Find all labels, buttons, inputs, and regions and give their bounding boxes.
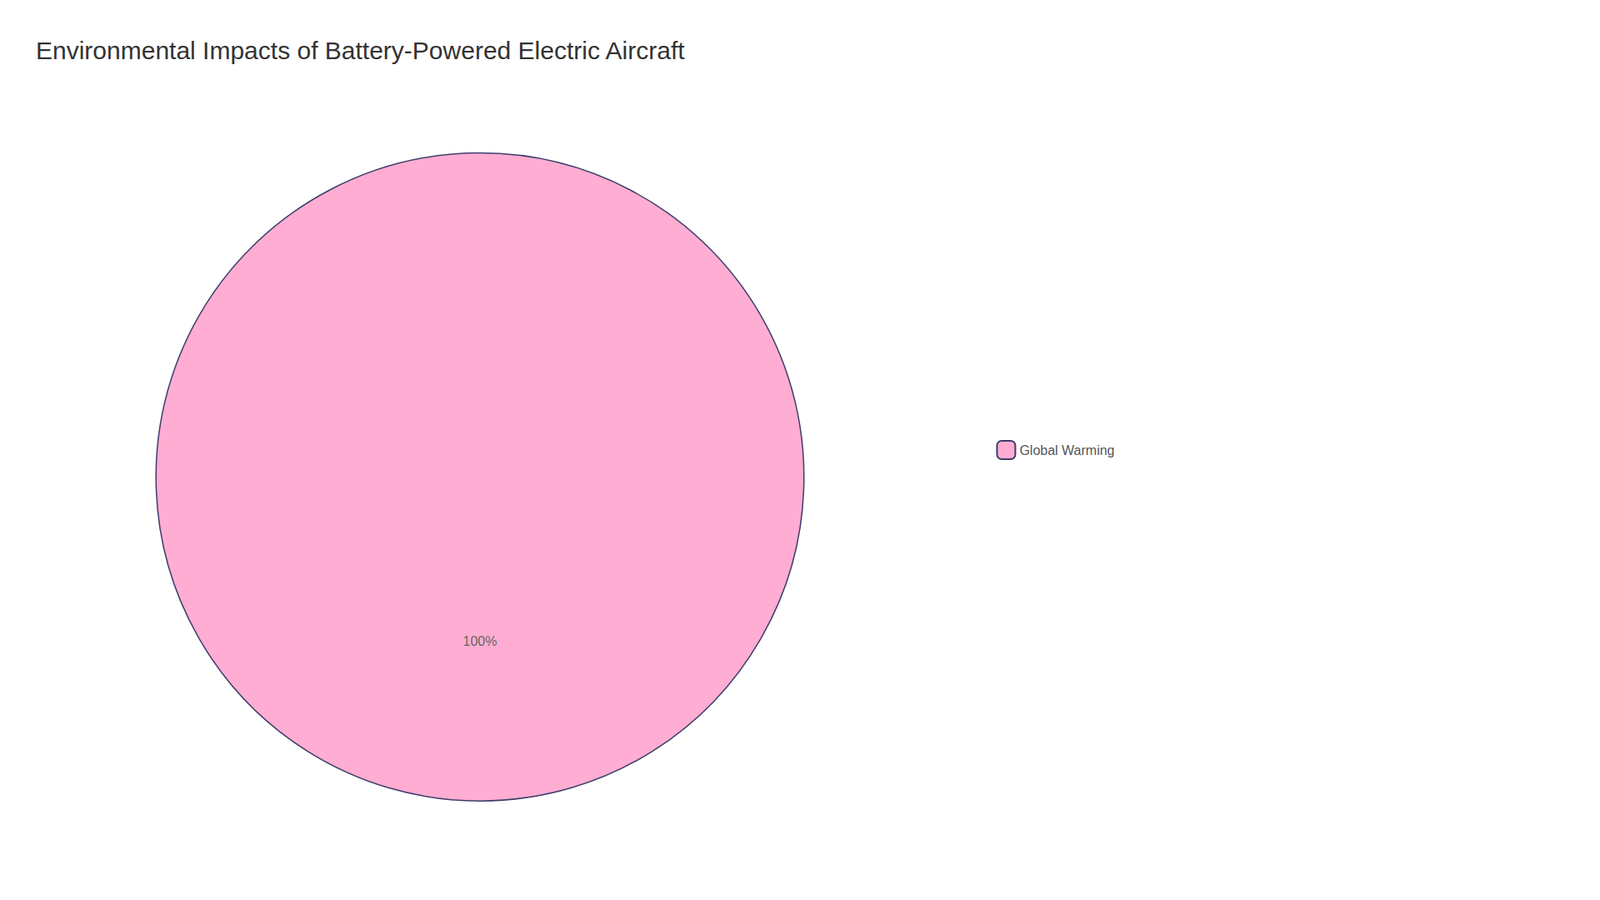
svg-text:100%: 100% [463,634,498,649]
svg-text:Environmental Impacts of Batte: Environmental Impacts of Battery-Powered… [35,36,685,65]
svg-text:Global Warming: Global Warming [1019,443,1115,458]
